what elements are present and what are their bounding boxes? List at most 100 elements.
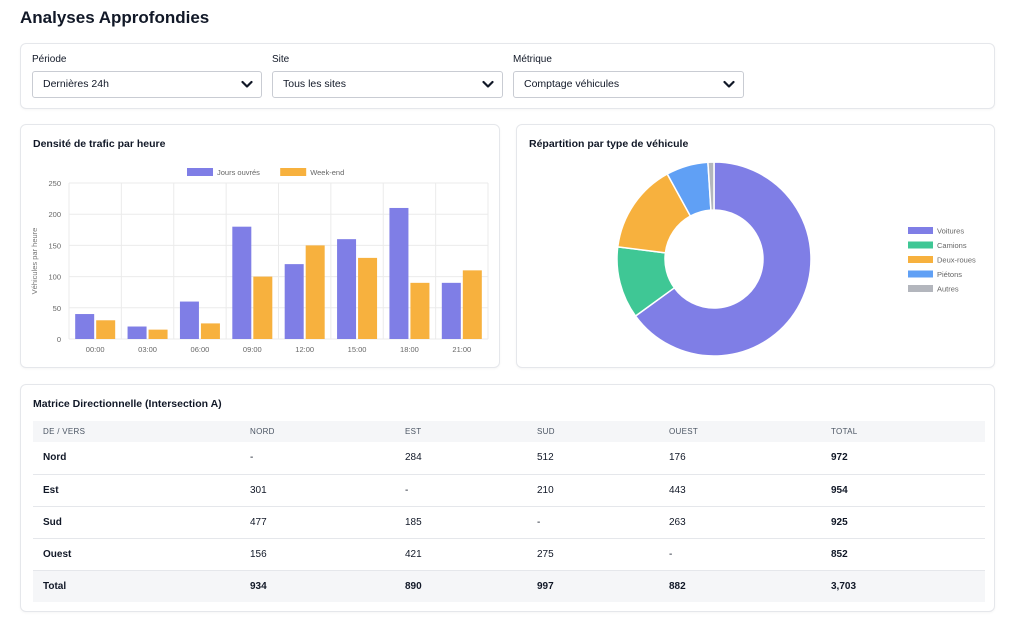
bar — [127, 326, 147, 339]
chevron-down-icon — [241, 80, 253, 88]
y-axis-label: Véhicules par heure — [30, 228, 39, 295]
table-cell: 997 — [537, 580, 554, 592]
y-tick-label: 100 — [48, 273, 61, 282]
column-header: NORD — [250, 427, 275, 436]
site-select[interactable]: Tous les sites — [272, 71, 503, 98]
y-tick-label: 150 — [48, 241, 61, 250]
legend-swatch — [187, 168, 213, 176]
column-header: OUEST — [669, 427, 699, 436]
vehicle-type-chart: Voitures Camions Deux-roues Piétons Autres — [616, 161, 976, 357]
metric-label: Métrique — [513, 54, 552, 65]
matrix-title: Matrice Directionnelle (Intersection A) — [33, 398, 222, 410]
table-cell: 477 — [250, 516, 267, 528]
column-header: EST — [405, 427, 422, 436]
row-header: Ouest — [43, 548, 72, 560]
site-label: Site — [272, 54, 290, 65]
table-row: Nord - 284 512 176 972 — [33, 442, 985, 474]
table-cell: 185 — [405, 516, 422, 528]
x-tick-label: 03:00 — [138, 345, 157, 354]
chevron-down-icon — [482, 80, 494, 88]
bar — [358, 257, 378, 339]
directional-matrix-card: Matrice Directionnelle (Intersection A) … — [20, 384, 995, 612]
table-cell: 882 — [669, 580, 686, 592]
legend-swatch — [908, 256, 933, 263]
bar — [305, 245, 325, 339]
legend-swatch — [908, 285, 933, 292]
legend-swatch — [908, 241, 933, 249]
bar — [389, 207, 409, 339]
bar — [75, 314, 95, 339]
legend-swatch — [908, 270, 933, 278]
table-cell: - — [405, 484, 409, 496]
pie-slice — [634, 161, 812, 357]
row-total: 852 — [831, 548, 848, 560]
x-tick-label: 15:00 — [348, 345, 367, 354]
directional-matrix-table: DE / VERS NORD EST SUD OUEST TOTAL Nord … — [33, 421, 985, 602]
row-header: Total — [43, 580, 67, 592]
legend-label: Deux-roues — [937, 256, 976, 265]
table-row: Est 301 - 210 443 954 — [33, 474, 985, 506]
table-total-row: Total 934 890 997 882 3,703 — [33, 570, 985, 602]
bar — [284, 264, 304, 339]
table-cell: - — [250, 452, 254, 464]
row-total: 925 — [831, 516, 848, 528]
legend-label: Piétons — [937, 270, 962, 279]
table-cell: - — [537, 516, 541, 528]
grand-total: 3,703 — [831, 580, 857, 592]
x-tick-label: 12:00 — [295, 345, 314, 354]
y-tick-label: 250 — [48, 179, 61, 188]
bar — [337, 239, 357, 339]
bar — [441, 282, 461, 339]
x-tick-label: 00:00 — [86, 345, 105, 354]
period-label: Période — [32, 54, 67, 65]
row-header: Sud — [43, 516, 62, 528]
x-tick-label: 09:00 — [243, 345, 262, 354]
chevron-down-icon — [723, 80, 735, 88]
y-tick-label: 50 — [53, 304, 61, 313]
x-tick-label: 21:00 — [452, 345, 471, 354]
legend-label: Camions — [937, 241, 967, 250]
table-row: Sud 477 185 - 263 925 — [33, 506, 985, 538]
legend-label: Week-end — [310, 168, 344, 177]
bar — [232, 226, 252, 339]
table-row: Ouest 156 421 275 - 852 — [33, 538, 985, 570]
pie-slice — [707, 161, 715, 211]
traffic-density-card: Densité de trafic par heure 0 50 100 150 200… — [20, 124, 500, 368]
table-cell: 275 — [537, 548, 554, 560]
table-cell: 263 — [669, 516, 686, 528]
legend-label: Jours ouvrés — [217, 168, 260, 177]
period-filter: Période Dernières 24h — [32, 54, 262, 98]
table-cell: 301 — [250, 484, 267, 496]
table-header-row: DE / VERS NORD EST SUD OUEST TOTAL — [33, 421, 985, 442]
bar — [200, 323, 220, 339]
row-header: Nord — [43, 452, 67, 464]
metric-value: Comptage véhicules — [524, 78, 620, 90]
bar — [462, 270, 482, 339]
page-title: Analyses Approfondies — [20, 8, 210, 27]
bar — [253, 276, 273, 339]
donut-chart-title: Répartition par type de véhicule — [529, 138, 689, 150]
table-cell: - — [669, 548, 673, 560]
site-value: Tous les sites — [283, 78, 347, 90]
column-header: SUD — [537, 427, 555, 436]
metric-select[interactable]: Comptage véhicules — [513, 71, 744, 98]
row-total: 954 — [831, 484, 848, 496]
site-filter: Site Tous les sites — [272, 54, 503, 98]
period-value: Dernières 24h — [43, 78, 109, 90]
bar-chart-title: Densité de trafic par heure — [33, 138, 166, 150]
x-tick-label: 06:00 — [191, 345, 210, 354]
bar — [148, 329, 168, 339]
period-select[interactable]: Dernières 24h — [32, 71, 262, 98]
table-cell: 512 — [537, 452, 554, 464]
metric-filter: Métrique Comptage véhicules — [513, 54, 744, 98]
row-header: Est — [43, 484, 59, 496]
legend-label: Autres — [937, 285, 959, 294]
row-total: 972 — [831, 452, 848, 464]
filters-panel: Période Dernières 24h Site Tous les site… — [20, 43, 995, 109]
x-tick-label: 18:00 — [400, 345, 419, 354]
column-header: TOTAL — [831, 427, 858, 436]
y-tick-label: 0 — [57, 335, 61, 344]
y-tick-label: 200 — [48, 210, 61, 219]
table-cell: 421 — [405, 548, 422, 560]
column-header: DE / VERS — [43, 427, 86, 436]
